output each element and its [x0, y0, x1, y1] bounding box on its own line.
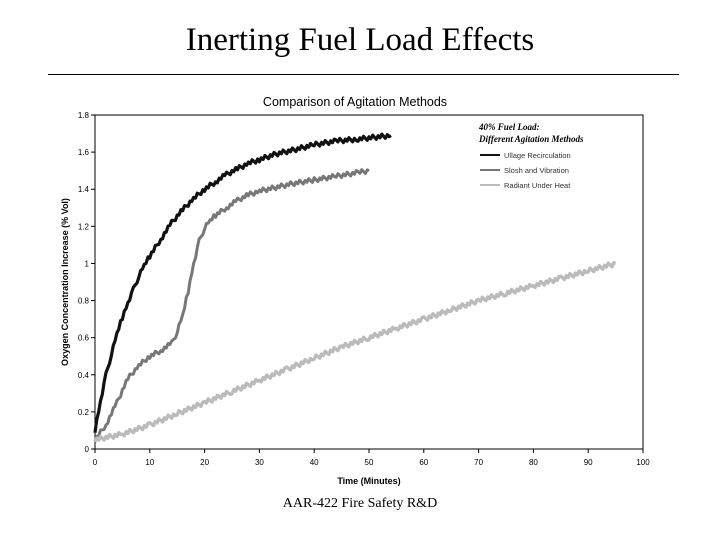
x-tick-label: 10 [145, 458, 154, 467]
y-tick-label: 1.8 [78, 111, 90, 120]
x-tick-label: 80 [529, 458, 538, 467]
x-tick-label: 60 [419, 458, 428, 467]
ullage-recirculation-line [93, 132, 392, 433]
y-axis-label: Oxygen Concentration Increase (% Vol) [60, 198, 70, 366]
legend-title-line-2: Different Agitation Methods [478, 134, 584, 144]
title-divider [48, 74, 679, 75]
slide-title: Inerting Fuel Load Effects [185, 22, 535, 58]
legend-label: Slosh and Vibration [504, 166, 569, 175]
x-tick-label: 20 [200, 458, 209, 467]
y-tick-label: 0.2 [78, 408, 90, 417]
y-tick-label: 1.4 [78, 185, 90, 194]
y-tick-label: 0.8 [78, 297, 90, 306]
y-tick-label: 0.4 [78, 371, 90, 380]
y-tick-label: 1.2 [78, 222, 90, 231]
y-tick-label: 0.6 [78, 334, 90, 343]
x-tick-label: 90 [584, 458, 593, 467]
legend-title-line-1: 40% Fuel Load: [478, 122, 540, 132]
x-tick-label: 50 [365, 458, 374, 467]
chart-title: Comparison of Agitation Methods [263, 95, 447, 109]
x-tick-label: 30 [255, 458, 264, 467]
legend-label: Ullage Recirculation [504, 151, 571, 160]
y-tick-label: 1.6 [78, 148, 90, 157]
x-tick-label: 0 [93, 458, 98, 467]
slosh-and-vibration-line [93, 168, 370, 443]
slide-footer: AAR-422 Fire Safety R&D [282, 496, 438, 511]
x-axis-label: Time (Minutes) [337, 476, 400, 486]
x-tick-label: 40 [310, 458, 319, 467]
y-tick-label: 1 [85, 259, 90, 268]
radiant-under-heat-line [93, 261, 617, 443]
y-tick-label: 0 [85, 445, 90, 454]
legend: 40% Fuel Load: Different Agitation Metho… [478, 122, 584, 190]
x-tick-label: 100 [636, 458, 650, 467]
legend-label: Radiant Under Heat [504, 181, 571, 190]
x-tick-label: 70 [474, 458, 483, 467]
